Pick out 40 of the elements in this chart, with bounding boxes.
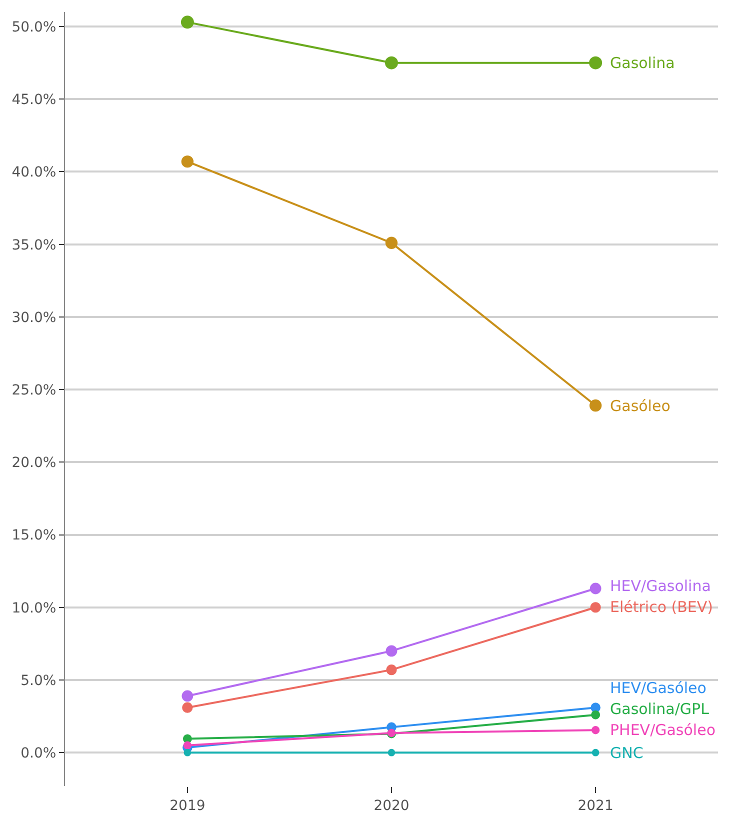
series-label: PHEV/Gasóleo xyxy=(610,721,716,739)
point xyxy=(386,645,398,657)
y-tick-label: 35.0% xyxy=(12,237,56,254)
y-tick-label: 25.0% xyxy=(12,382,56,398)
point xyxy=(592,748,600,756)
point xyxy=(590,582,602,594)
point xyxy=(591,726,600,734)
y-tick-label: 10.0% xyxy=(12,600,56,616)
point xyxy=(388,748,396,756)
x-tick-label: 2019 xyxy=(170,798,206,814)
y-tick-label: 20.0% xyxy=(12,455,56,472)
point xyxy=(183,741,192,750)
y-tick-label: 45.0% xyxy=(12,92,56,108)
series-label: Gasolina/GPL xyxy=(610,700,710,718)
series-label: Elétrico (BEV) xyxy=(610,598,714,616)
y-tick-label: 50.0% xyxy=(12,19,56,36)
series-label: Gasolina xyxy=(610,54,675,72)
point xyxy=(180,16,194,29)
point xyxy=(385,236,398,249)
series-label: Gasóleo xyxy=(610,397,670,415)
point xyxy=(182,690,194,702)
y-tick-label: 15.0% xyxy=(12,528,56,544)
series-label: HEV/Gasolina xyxy=(610,577,711,595)
point xyxy=(184,748,192,756)
series-label: GNC xyxy=(610,744,644,762)
x-tick-label: 2021 xyxy=(578,798,614,814)
series-label: HEV/Gasóleo xyxy=(610,679,706,697)
y-tick-label: 0.0% xyxy=(20,746,56,762)
y-tick-label: 30.0% xyxy=(12,310,56,326)
y-tick-label: 40.0% xyxy=(12,164,56,181)
point xyxy=(591,710,600,720)
point xyxy=(590,602,601,613)
point xyxy=(385,56,398,70)
point xyxy=(181,155,194,168)
point xyxy=(589,399,602,412)
point xyxy=(386,664,397,676)
point xyxy=(182,702,193,713)
point xyxy=(589,56,602,70)
y-tick-label: 5.0% xyxy=(20,672,56,689)
x-tick-label: 2020 xyxy=(374,798,410,814)
